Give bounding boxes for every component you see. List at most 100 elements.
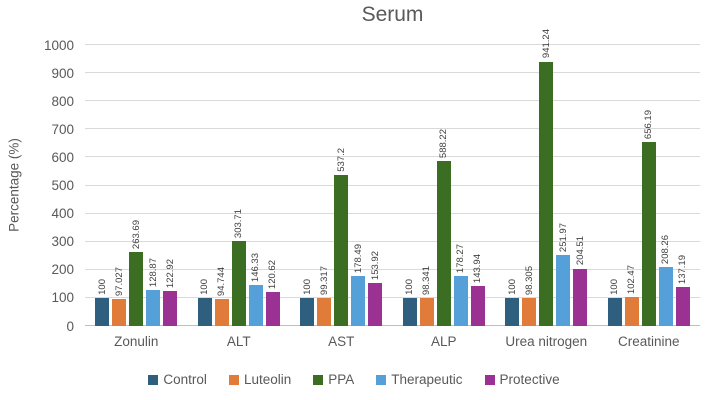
bar-value-label: 98.341	[421, 266, 432, 296]
bar-protective	[675, 287, 690, 326]
bar-value-label: 100	[199, 279, 210, 295]
y-tick-label: 200	[51, 262, 74, 278]
x-axis-category-labels: Zonulin ALT AST ALP Urea nitrogen Creatinine	[85, 334, 700, 349]
bar-ppa	[129, 251, 144, 326]
legend-swatch	[148, 374, 159, 385]
bar-luteolin	[317, 298, 332, 326]
bar-value-label: 208.26	[660, 235, 671, 265]
y-tick-label: 400	[51, 205, 74, 221]
bar-with-label: 588.22	[436, 45, 451, 326]
bar-value-label: 99.317	[318, 266, 330, 296]
bar-with-label: 122.92	[163, 45, 178, 326]
bar-with-label: 146.33	[248, 45, 263, 326]
legend-item: Control	[148, 372, 207, 387]
legend-item: Protective	[484, 372, 560, 387]
bar-therapeutic	[248, 284, 263, 326]
bar-value-label: 941.24	[540, 29, 552, 59]
bar-value-label: 656.19	[643, 109, 654, 139]
x-axis-line	[85, 325, 700, 326]
bar-with-label: 263.69	[129, 45, 144, 326]
plot-area: 100 97.027 263.69 128.87 122.92 100 94.744 303.…	[85, 29, 700, 326]
bar-protective	[368, 282, 383, 326]
y-tick-label: 300	[51, 233, 74, 249]
bar-value-label: 153.92	[369, 250, 381, 280]
y-tick-label: 1000	[43, 37, 74, 53]
gridline	[85, 296, 700, 298]
y-axis-tick-labels: 0 100 200 300 400 500 600 700 800 900 1000	[0, 38, 74, 332]
bar-control	[402, 297, 417, 326]
bar-value-label: 128.87	[147, 257, 159, 287]
legend-label: Control	[163, 372, 207, 387]
bar-value-label: 143.94	[472, 253, 483, 283]
legend: Control Luteolin PPA Therapeutic Protective	[0, 372, 708, 387]
bar-luteolin	[112, 298, 127, 326]
bar-value-label: 178.27	[455, 243, 466, 273]
legend-swatch	[313, 374, 324, 385]
bar-with-label: 99.317	[317, 45, 332, 326]
legend-label: Therapeutic	[391, 372, 463, 387]
bar-value-label: 100	[404, 279, 415, 295]
bar-with-label: 100	[402, 45, 417, 326]
gridline	[85, 128, 700, 130]
gridline	[85, 44, 700, 45]
category-label: ALT	[226, 334, 251, 349]
bar-luteolin	[522, 298, 537, 326]
gridline	[85, 240, 700, 242]
bar-ppa	[231, 240, 246, 326]
y-tick-label: 800	[51, 93, 74, 109]
legend-swatch	[376, 374, 387, 385]
bar-value-label: 100	[301, 279, 313, 295]
bar-therapeutic	[351, 275, 366, 326]
legend-label: Luteolin	[243, 372, 292, 387]
bar-therapeutic	[658, 267, 673, 326]
category-label: Zonulin	[114, 334, 159, 349]
bar-ppa	[641, 141, 656, 326]
bar-with-label: 204.51	[573, 45, 588, 326]
bar-value-label: 100	[506, 279, 518, 295]
legend-label: PPA	[328, 372, 355, 387]
bar-with-label: 941.24	[539, 29, 554, 326]
bar-value-label: 94.744	[216, 267, 227, 297]
bar-therapeutic	[453, 275, 468, 326]
bar-group: 100 99.317 537.2 178.49 153.92	[290, 45, 393, 326]
bar-with-label: 153.92	[368, 45, 383, 326]
bar-ppa	[539, 61, 554, 326]
category-label: AST	[328, 334, 355, 349]
bar-with-label: 100	[197, 45, 212, 326]
bar-control	[95, 297, 110, 326]
bar-with-label: 94.744	[214, 45, 229, 326]
bar-with-label: 98.341	[419, 45, 434, 326]
bar-group: 100 97.027 263.69 128.87 122.92	[85, 45, 188, 326]
gridline	[85, 184, 700, 186]
bar-with-label: 178.27	[453, 45, 468, 326]
bar-group: 100 94.744 303.71 146.33 120.62	[188, 45, 291, 326]
bar-protective	[265, 292, 280, 326]
legend-label: Protective	[499, 372, 560, 387]
bar-value-label: 303.71	[233, 208, 244, 238]
bar-value-label: 120.62	[267, 260, 278, 290]
bar-therapeutic	[556, 255, 571, 326]
legend-item: Therapeutic	[376, 372, 463, 387]
bar-protective	[573, 268, 588, 326]
bar-protective	[470, 285, 485, 326]
bar-with-label: 97.027	[112, 45, 127, 326]
bar-value-label: 204.51	[574, 236, 586, 266]
bar-with-label: 102.47	[624, 45, 639, 326]
bar-group: 100 98.305 941.24 251.97 204.51	[495, 29, 598, 326]
gridline	[85, 156, 700, 158]
y-tick-label: 700	[51, 121, 74, 137]
bar-with-label: 178.49	[351, 45, 366, 326]
bar-value-label: 137.19	[677, 255, 688, 285]
legend-item: Luteolin	[228, 372, 292, 387]
bar-value-label: 97.027	[113, 266, 125, 296]
bar-therapeutic	[146, 289, 161, 326]
bar-value-label: 100	[96, 279, 108, 295]
y-tick-label: 0	[66, 318, 74, 334]
bar-value-label: 102.47	[626, 265, 637, 295]
bar-ppa	[334, 175, 349, 326]
bar-value-label: 100	[609, 279, 620, 295]
gridline	[85, 212, 700, 214]
bar-with-label: 303.71	[231, 45, 246, 326]
y-tick-label: 100	[51, 290, 74, 306]
